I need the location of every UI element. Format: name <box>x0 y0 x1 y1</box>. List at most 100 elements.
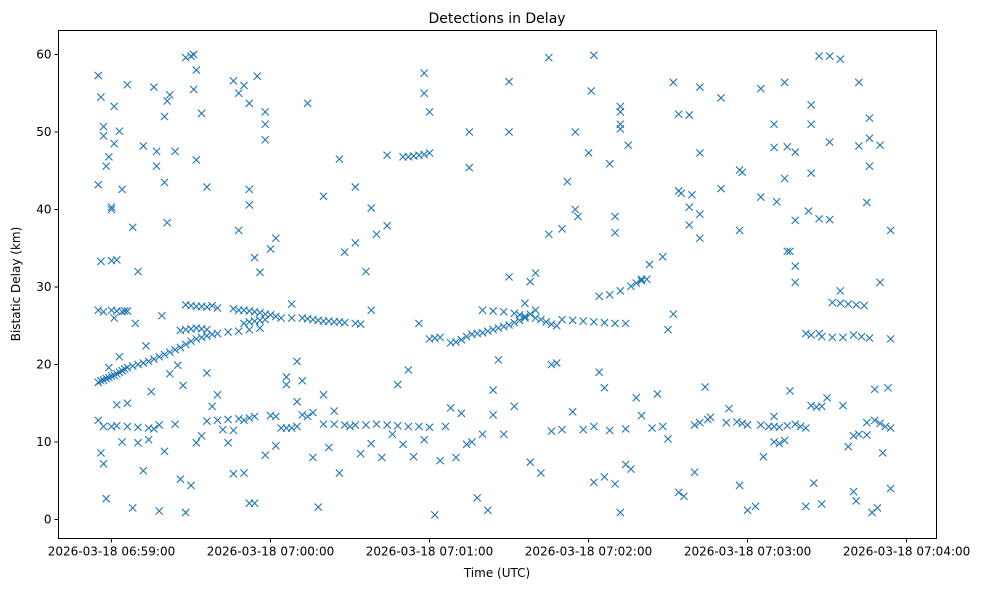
data-point <box>687 190 696 199</box>
data-point <box>144 435 153 444</box>
data-point <box>801 502 810 511</box>
data-point <box>149 355 158 364</box>
data-point <box>584 148 593 157</box>
data-point <box>107 205 116 214</box>
data-point <box>367 203 376 212</box>
data-point <box>775 439 784 448</box>
data-point <box>351 238 360 247</box>
data-point <box>224 438 233 447</box>
data-point <box>452 453 461 462</box>
data-point <box>197 333 206 342</box>
y-axis: 0 10 20 30 40 50 60 <box>36 48 59 527</box>
data-point <box>780 436 789 445</box>
data-point <box>735 226 744 235</box>
data-point <box>277 314 286 323</box>
data-point <box>526 277 535 286</box>
data-point <box>457 409 466 418</box>
data-point <box>616 508 625 517</box>
data-point <box>112 421 121 430</box>
data-point <box>452 338 461 347</box>
data-point <box>261 451 270 460</box>
data-point <box>240 469 249 478</box>
data-point <box>791 148 800 157</box>
data-point <box>224 327 233 336</box>
y-tick-label: 10 <box>36 435 51 449</box>
data-point <box>770 412 779 421</box>
data-point <box>197 109 206 118</box>
data-point <box>94 71 103 80</box>
data-point <box>303 412 312 421</box>
data-point <box>632 279 641 288</box>
data-point <box>425 423 434 432</box>
data-point <box>884 383 892 392</box>
data-point <box>658 422 667 431</box>
data-point <box>735 481 744 490</box>
chart-title: Detections in Delay <box>428 11 565 27</box>
data-point <box>436 333 445 342</box>
data-point <box>701 383 710 391</box>
data-point <box>870 385 879 394</box>
data-point <box>139 466 148 475</box>
data-point <box>356 449 365 458</box>
data-point <box>770 143 779 152</box>
data-point <box>621 319 630 328</box>
data-point <box>388 430 397 439</box>
data-point <box>367 439 376 448</box>
data-point <box>171 147 180 156</box>
data-point <box>110 102 119 111</box>
data-point <box>335 469 344 478</box>
data-point <box>340 248 349 257</box>
data-point <box>759 452 768 461</box>
data-point <box>155 506 164 515</box>
data-point <box>621 424 630 433</box>
data-point <box>637 411 646 420</box>
data-point <box>192 334 201 343</box>
data-point <box>605 426 614 435</box>
data-point <box>756 420 765 429</box>
data-point <box>706 413 715 422</box>
data-point <box>849 331 858 340</box>
data-point <box>690 468 699 477</box>
x-tick-label: 2026-03-18 06:59:00 <box>48 545 175 559</box>
data-point <box>102 162 111 171</box>
data-point <box>685 203 694 212</box>
data-point <box>571 205 580 214</box>
data-point <box>266 245 275 254</box>
data-point <box>120 307 129 316</box>
data-point <box>836 299 845 308</box>
data-point <box>783 421 792 430</box>
data-point <box>751 502 760 511</box>
data-point <box>531 306 540 315</box>
data-point <box>383 151 392 160</box>
data-point <box>828 333 837 342</box>
data-point <box>404 422 413 431</box>
data-point <box>404 365 413 374</box>
data-point <box>717 184 726 193</box>
data-point <box>815 214 824 223</box>
x-tick-label: 2026-03-18 07:02:00 <box>525 545 652 559</box>
data-point <box>255 324 264 333</box>
x-tick-label: 2026-03-18 07:01:00 <box>366 545 493 559</box>
data-point <box>695 148 704 157</box>
data-point <box>176 475 185 484</box>
data-point <box>467 438 476 447</box>
data-point <box>99 422 108 431</box>
data-point <box>234 327 243 336</box>
data-point <box>96 93 105 102</box>
data-point <box>399 440 408 449</box>
data-point <box>165 348 174 357</box>
data-point <box>520 312 529 321</box>
data-point <box>414 422 423 431</box>
data-point <box>99 131 108 140</box>
data-point <box>94 416 103 425</box>
data-point <box>807 100 816 109</box>
data-point <box>383 221 392 230</box>
data-point <box>293 357 302 366</box>
data-point <box>240 319 249 328</box>
data-point <box>115 127 124 136</box>
data-point <box>240 416 249 425</box>
data-point <box>99 307 108 316</box>
data-point <box>107 372 116 381</box>
data-point <box>552 321 561 330</box>
data-point <box>213 303 222 312</box>
